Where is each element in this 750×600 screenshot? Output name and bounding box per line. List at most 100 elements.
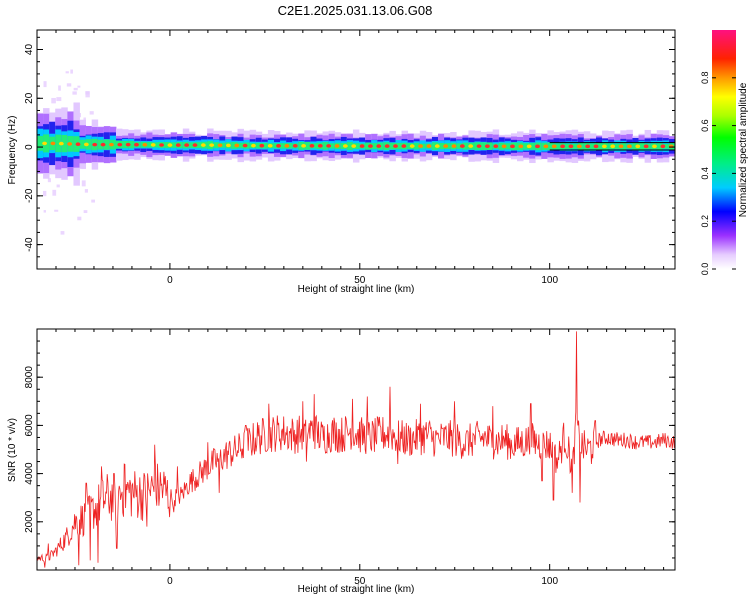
heatmap-cell: [255, 142, 263, 149]
heatmap-cell: [188, 142, 196, 148]
heatmap-cell: [77, 85, 81, 88]
heatmap-cell: [213, 142, 220, 149]
heatmap-cell: [242, 143, 248, 148]
heatmap-cell: [576, 144, 582, 149]
heatmap-cell: [376, 144, 382, 148]
heatmap-cell: [175, 143, 181, 147]
y-tick-label: 2000: [24, 510, 35, 533]
heatmap-cell: [226, 143, 231, 148]
heatmap-cell: [84, 189, 88, 193]
heatmap-cell: [217, 143, 223, 148]
heatmap-cell: [37, 136, 44, 151]
heatmap-cell: [54, 209, 59, 212]
heatmap-cell: [134, 142, 139, 147]
heatmap-cell: [192, 143, 198, 147]
heatmap-cell: [585, 144, 591, 149]
x-tick-label: 50: [354, 576, 366, 587]
heatmap-cell: [451, 144, 457, 148]
heatmap-cell: [438, 142, 445, 150]
x-tick-label: 0: [167, 275, 173, 286]
heatmap-cell: [456, 143, 463, 149]
heatmap-cell: [259, 143, 265, 148]
heatmap-cell: [70, 69, 73, 74]
heatmap-cell: [468, 144, 474, 148]
heatmap-cell: [426, 144, 432, 148]
snr-x-axis-label: Height of straight line (km): [298, 584, 415, 595]
heatmap-cell: [60, 231, 65, 235]
heatmap-cell: [103, 139, 111, 150]
heatmap-cell: [85, 139, 93, 150]
heatmap-cell: [200, 143, 206, 147]
heatmap-cell: [50, 141, 56, 146]
heatmap-cell: [56, 97, 62, 102]
spectrogram-panel: 0 50 100 -40 -20 0 20 40 Height of straight li…: [7, 29, 681, 295]
heatmap-cell: [159, 143, 164, 147]
heatmap-cell: [368, 144, 373, 148]
heatmap-cell: [317, 144, 323, 148]
heatmap-cell: [493, 144, 499, 149]
heatmap-cell: [237, 142, 244, 149]
heatmap-cell: [100, 142, 106, 147]
y-tick-label: 20: [24, 92, 35, 104]
heatmap-cell: [251, 143, 256, 148]
heatmap-cell: [529, 142, 536, 150]
heatmap-cell: [109, 142, 114, 147]
snr-x-ticks: 0 50 100: [36, 329, 665, 587]
spectrogram-x-ticks: 0 50 100: [36, 30, 665, 286]
y-tick-label: -40: [24, 237, 35, 252]
colorbar-tick-label: 0.8: [700, 72, 710, 85]
heatmap-cell: [618, 144, 624, 149]
heatmap-cell: [184, 143, 190, 147]
heatmap-cell: [322, 142, 330, 150]
spectrogram-frame: [36, 29, 676, 270]
heatmap-cell: [635, 144, 641, 149]
heatmap-cell: [359, 144, 365, 148]
heatmap-cell: [85, 91, 90, 98]
heatmap-cell: [146, 142, 153, 148]
heatmap-cell: [504, 143, 512, 150]
heatmap-cell: [614, 143, 621, 150]
heatmap-cell: [304, 142, 311, 150]
heatmap-cell: [675, 138, 681, 155]
heatmap-cell: [65, 71, 69, 74]
heatmap-cell: [589, 143, 597, 150]
heatmap-cell: [476, 144, 482, 148]
heatmap-cell: [351, 144, 357, 148]
heatmap-cell: [72, 91, 77, 95]
spectrogram-y-ticks: -40 -20 0 20 40: [24, 36, 675, 270]
heatmap-cell: [384, 144, 390, 148]
heatmap-cell: [419, 143, 427, 149]
heatmap-cell: [284, 144, 290, 148]
heatmap-cell: [668, 144, 674, 149]
heatmap-cell: [56, 184, 60, 188]
heatmap-cell: [418, 144, 423, 148]
heatmap-cell: [571, 143, 579, 149]
heatmap-cell: [52, 189, 57, 196]
heatmap-cell: [638, 143, 645, 150]
x-tick-label: 100: [541, 576, 558, 587]
heatmap-cell: [501, 144, 507, 149]
heatmap-cell: [292, 144, 298, 148]
heatmap-cell: [568, 144, 574, 149]
heatmap-cell: [47, 178, 51, 183]
heatmap-cell: [352, 143, 360, 149]
y-tick-label: 6000: [24, 414, 35, 437]
spectrogram-heatmap: [37, 69, 681, 235]
heatmap-cell: [117, 142, 123, 147]
heatmap-cell: [543, 144, 549, 149]
heatmap-cell: [89, 111, 94, 115]
heatmap-cell: [128, 140, 135, 149]
heatmap-cell: [660, 144, 666, 149]
heatmap-cell: [462, 142, 469, 150]
heatmap-cell: [301, 144, 306, 148]
heatmap-cell: [234, 143, 240, 148]
heatmap-cell: [526, 144, 532, 149]
x-tick-label: 100: [541, 275, 558, 286]
heatmap-cell: [656, 143, 664, 150]
heatmap-cell: [434, 144, 440, 148]
heatmap-cell: [401, 144, 407, 148]
colorbar-gradient: [712, 30, 736, 269]
heatmap-cell: [77, 216, 82, 221]
heatmap-cell: [413, 142, 421, 150]
